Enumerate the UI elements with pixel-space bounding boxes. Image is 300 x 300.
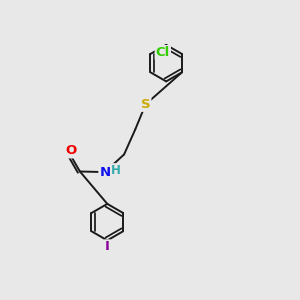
Text: S: S (141, 98, 150, 111)
Text: O: O (65, 144, 77, 158)
Text: I: I (105, 240, 110, 254)
Text: H: H (111, 164, 121, 177)
Text: Cl: Cl (156, 46, 170, 59)
Text: N: N (99, 166, 110, 178)
